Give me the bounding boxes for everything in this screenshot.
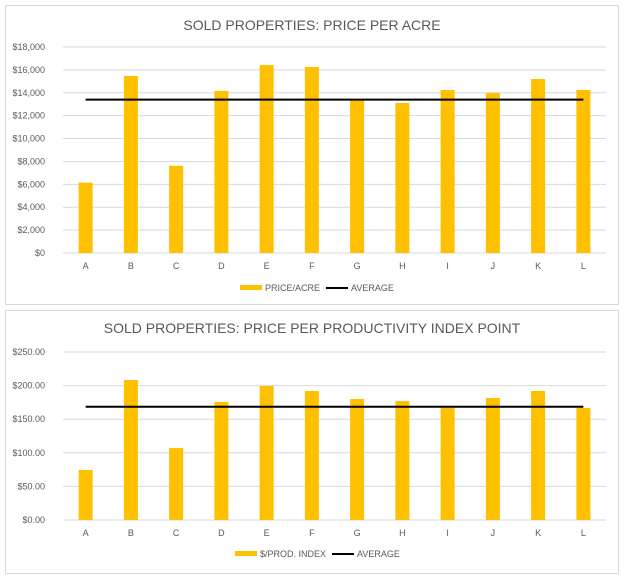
- x-tick-label: H: [399, 528, 406, 538]
- chart-price-per-index: SOLD PROPERTIES: PRICE PER PRODUCTIVITY …: [5, 310, 619, 574]
- legend-bar-label: PRICE/ACRE: [265, 283, 320, 293]
- bar-B: [123, 380, 138, 520]
- x-tick-label: G: [354, 261, 361, 271]
- bar-L: [576, 90, 591, 253]
- y-tick-label: $18,000: [12, 42, 45, 52]
- x-tick-label: J: [491, 528, 496, 538]
- bar-H: [395, 102, 410, 253]
- x-tick-label: B: [128, 528, 134, 538]
- legend-line-label: AVERAGE: [351, 283, 394, 293]
- bar-H: [395, 401, 410, 520]
- x-tick-label: G: [354, 528, 361, 538]
- y-tick-label: $100.00: [12, 448, 45, 458]
- chart-price-per-acre: SOLD PROPERTIES: PRICE PER ACRE $0 $2,000 $…: [5, 5, 619, 305]
- y-tick-label: $0.00: [22, 515, 45, 525]
- x-tick-label: K: [535, 528, 541, 538]
- y-tick-label: $14,000: [12, 88, 45, 98]
- x-tick-label: A: [83, 528, 89, 538]
- y-tick-label: $200.00: [12, 381, 45, 391]
- bar-G: [350, 399, 365, 520]
- bar-C: [169, 165, 184, 253]
- chart-svg: SOLD PROPERTIES: PRICE PER ACRE $0 $2,000 $…: [12, 17, 606, 293]
- x-tick-label: J: [491, 261, 496, 271]
- x-tick-label: A: [83, 261, 89, 271]
- y-tick-label: $8,000: [17, 156, 45, 166]
- bar-F: [304, 67, 319, 254]
- bar-A: [78, 470, 93, 520]
- x-tick-label: F: [309, 261, 315, 271]
- x-tick-label: H: [399, 261, 406, 271]
- chart-title: SOLD PROPERTIES: PRICE PER PRODUCTIVITY …: [104, 320, 521, 336]
- legend-bar-label: $/PROD. INDEX: [260, 549, 326, 559]
- bar-L: [576, 407, 591, 520]
- x-tick-label: F: [309, 528, 315, 538]
- bar-D: [214, 401, 229, 520]
- x-tick-label: E: [264, 528, 270, 538]
- bar-K: [531, 79, 546, 254]
- bar-J: [485, 398, 500, 520]
- bar-F: [304, 390, 319, 520]
- chart-title: SOLD PROPERTIES: PRICE PER ACRE: [183, 17, 440, 33]
- bar-J: [485, 93, 500, 253]
- y-tick-label: $6,000: [17, 179, 45, 189]
- x-tick-label: K: [535, 261, 541, 271]
- y-tick-label: $4,000: [17, 202, 45, 212]
- bar-E: [259, 386, 274, 520]
- bar-A: [78, 182, 93, 253]
- legend-bar-swatch: [235, 551, 257, 556]
- x-tick-label: D: [218, 528, 225, 538]
- x-tick-label: E: [264, 261, 270, 271]
- y-tick-label: $10,000: [12, 134, 45, 144]
- bar-K: [531, 390, 546, 520]
- x-tick-label: D: [218, 261, 225, 271]
- legend-line-label: AVERAGE: [357, 549, 400, 559]
- bar-I: [440, 407, 455, 520]
- x-tick-label: I: [446, 261, 449, 271]
- legend-bar-swatch: [240, 285, 262, 290]
- x-tick-label: L: [581, 528, 586, 538]
- y-tick-label: $12,000: [12, 111, 45, 121]
- bar-E: [259, 65, 274, 254]
- chart-svg: SOLD PROPERTIES: PRICE PER PRODUCTIVITY …: [12, 320, 606, 559]
- bar-G: [350, 99, 365, 253]
- y-tick-label: $50.00: [17, 481, 45, 491]
- bar-D: [214, 90, 229, 254]
- bar-B: [123, 75, 138, 254]
- x-tick-label: C: [173, 261, 180, 271]
- bar-C: [169, 448, 184, 520]
- x-tick-label: B: [128, 261, 134, 271]
- x-tick-label: C: [173, 528, 180, 538]
- y-tick-label: $150.00: [12, 414, 45, 424]
- y-tick-label: $250.00: [12, 347, 45, 357]
- y-tick-label: $2,000: [17, 225, 45, 235]
- y-tick-label: $16,000: [12, 65, 45, 75]
- y-tick-label: $0: [35, 248, 45, 258]
- x-tick-label: I: [446, 528, 449, 538]
- bar-I: [440, 90, 455, 253]
- x-tick-label: L: [581, 261, 586, 271]
